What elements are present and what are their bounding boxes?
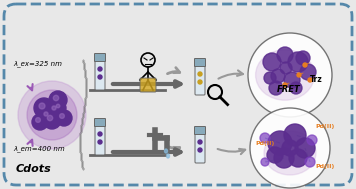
Text: λ_ex=325 nm: λ_ex=325 nm [13, 60, 62, 67]
Circle shape [297, 73, 301, 77]
Text: λ_em=400 nm: λ_em=400 nm [13, 145, 65, 152]
FancyBboxPatch shape [95, 60, 105, 90]
Circle shape [305, 157, 315, 167]
Circle shape [303, 63, 307, 67]
Circle shape [98, 132, 102, 136]
Circle shape [49, 103, 63, 117]
Circle shape [56, 104, 60, 108]
Circle shape [98, 140, 102, 144]
Circle shape [280, 62, 292, 74]
Circle shape [288, 52, 308, 72]
Ellipse shape [264, 131, 316, 175]
Circle shape [268, 131, 292, 155]
Circle shape [267, 147, 283, 163]
FancyBboxPatch shape [94, 53, 105, 61]
Circle shape [54, 102, 66, 114]
Circle shape [296, 51, 310, 65]
Circle shape [41, 109, 55, 123]
Circle shape [198, 80, 202, 84]
Circle shape [59, 114, 64, 118]
Circle shape [308, 78, 312, 82]
FancyBboxPatch shape [4, 4, 352, 185]
Circle shape [98, 67, 102, 71]
Ellipse shape [164, 149, 168, 153]
Circle shape [39, 103, 45, 109]
Ellipse shape [256, 50, 314, 100]
Circle shape [198, 72, 202, 76]
Circle shape [43, 111, 61, 129]
FancyBboxPatch shape [195, 133, 205, 163]
Circle shape [98, 75, 102, 79]
FancyBboxPatch shape [95, 125, 105, 155]
Circle shape [295, 138, 315, 158]
Circle shape [198, 140, 202, 144]
Circle shape [271, 69, 285, 83]
Circle shape [300, 64, 316, 80]
Circle shape [44, 112, 48, 116]
Text: Trz: Trz [310, 75, 323, 84]
Circle shape [289, 149, 307, 167]
Circle shape [274, 148, 294, 168]
Circle shape [248, 33, 332, 117]
FancyBboxPatch shape [94, 119, 105, 126]
Circle shape [47, 115, 53, 121]
Text: Cdots: Cdots [16, 164, 52, 174]
Circle shape [307, 135, 317, 145]
Circle shape [264, 72, 276, 84]
Ellipse shape [18, 81, 86, 149]
Circle shape [32, 114, 48, 130]
FancyBboxPatch shape [195, 65, 205, 95]
Circle shape [261, 158, 269, 166]
Text: FRET: FRET [277, 85, 301, 94]
Circle shape [36, 118, 40, 122]
Circle shape [260, 133, 270, 143]
Circle shape [52, 106, 56, 110]
Text: Pd(II): Pd(II) [255, 141, 274, 146]
Circle shape [277, 47, 293, 63]
Ellipse shape [27, 90, 77, 140]
Circle shape [284, 124, 306, 146]
Circle shape [282, 140, 298, 156]
Text: Pd(II): Pd(II) [315, 124, 334, 129]
Text: Pd(II): Pd(II) [315, 164, 334, 169]
FancyBboxPatch shape [194, 126, 205, 135]
FancyBboxPatch shape [140, 78, 156, 92]
Circle shape [263, 53, 281, 71]
Ellipse shape [167, 154, 169, 158]
Circle shape [34, 98, 54, 118]
Circle shape [269, 81, 283, 95]
Circle shape [283, 83, 287, 87]
Circle shape [49, 91, 67, 109]
Circle shape [284, 72, 300, 88]
Circle shape [56, 110, 72, 126]
Circle shape [53, 95, 59, 101]
Circle shape [290, 82, 302, 94]
FancyBboxPatch shape [194, 59, 205, 67]
Circle shape [250, 108, 330, 188]
Circle shape [198, 148, 202, 152]
